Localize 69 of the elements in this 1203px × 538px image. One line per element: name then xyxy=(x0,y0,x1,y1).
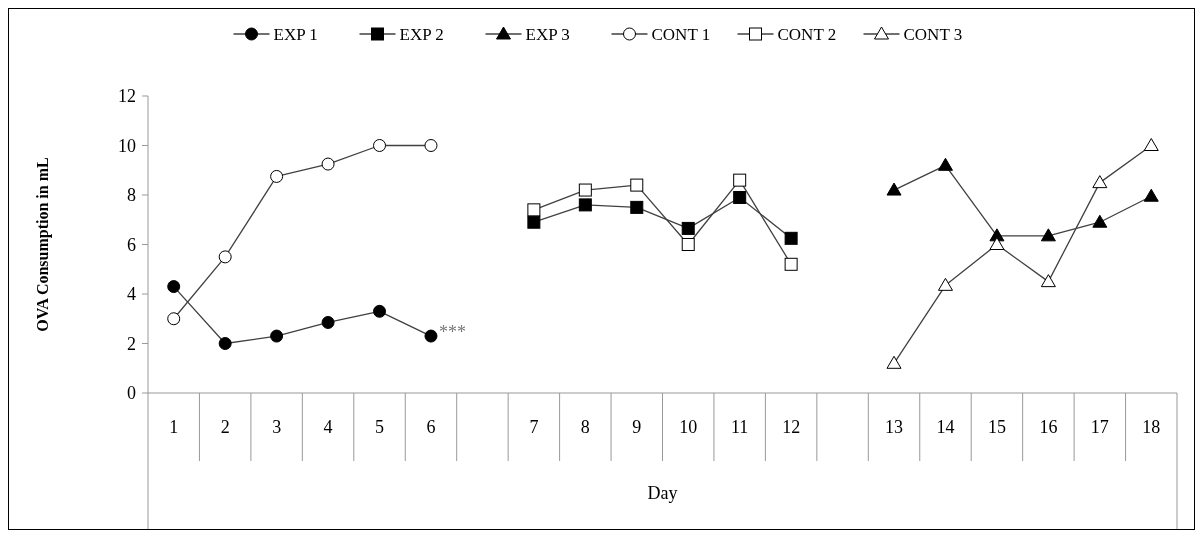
point xyxy=(1143,138,1159,151)
point xyxy=(218,337,232,350)
x-tick-label: 4 xyxy=(323,417,333,438)
x-tick-label: 18 xyxy=(1142,417,1161,438)
x-tick-label: 5 xyxy=(375,417,385,438)
x-tick-label: 9 xyxy=(632,417,642,438)
legend-label: CONT 3 xyxy=(903,24,963,44)
x-tick-label: 7 xyxy=(529,417,539,438)
y-tick-label: 2 xyxy=(127,333,136,354)
y-tick-label: 0 xyxy=(127,383,136,404)
point xyxy=(630,178,644,192)
legend-label: CONT 1 xyxy=(651,24,711,44)
y-tick-label: 6 xyxy=(127,234,136,255)
point xyxy=(578,198,592,212)
x-tick-label: 16 xyxy=(1039,417,1058,438)
y-tick-label: 10 xyxy=(118,135,136,156)
legend-label: EXP 1 xyxy=(273,24,318,44)
point xyxy=(167,312,181,326)
point xyxy=(937,277,953,291)
x-tick-label: 14 xyxy=(936,417,955,438)
point xyxy=(681,221,695,235)
point xyxy=(373,304,387,318)
point xyxy=(167,280,181,294)
point xyxy=(424,329,438,343)
x-tick-label: 10 xyxy=(679,417,698,438)
x-tick-label: 15 xyxy=(987,417,1006,438)
legend-label: EXP 3 xyxy=(525,24,570,44)
point xyxy=(886,182,902,196)
x-tick-label: 17 xyxy=(1090,417,1109,438)
x-tick-label: 13 xyxy=(885,417,904,438)
point xyxy=(989,237,1005,250)
point xyxy=(937,157,953,171)
point xyxy=(1040,228,1056,242)
point xyxy=(373,139,387,152)
legend-label: CONT 2 xyxy=(777,24,837,44)
point xyxy=(527,215,541,229)
point xyxy=(424,139,438,152)
y-tick-label: 4 xyxy=(127,284,136,305)
point xyxy=(681,238,695,251)
point xyxy=(321,315,335,329)
point xyxy=(733,173,747,187)
x-axis-title: Day xyxy=(647,483,678,503)
point xyxy=(784,231,798,245)
legend-label: EXP 2 xyxy=(399,24,444,44)
point xyxy=(630,200,644,214)
point xyxy=(733,190,747,204)
point xyxy=(578,183,592,197)
x-tick-label: 2 xyxy=(220,417,230,438)
y-axis-title: OVA Consumption in mL xyxy=(34,157,52,332)
x-tick-label: 3 xyxy=(272,417,282,438)
x-tick-label: 1 xyxy=(169,417,179,438)
point xyxy=(784,257,798,271)
point xyxy=(1143,188,1159,202)
x-tick-label: 8 xyxy=(580,417,590,438)
y-tick-label: 12 xyxy=(118,86,136,107)
x-tick-label: 12 xyxy=(782,417,801,438)
annotation: *** xyxy=(438,322,466,343)
point xyxy=(1040,274,1056,288)
point xyxy=(218,250,232,264)
point xyxy=(886,355,902,369)
point xyxy=(270,169,284,183)
x-tick-label: 11 xyxy=(731,417,749,438)
y-tick-label: 8 xyxy=(127,185,136,206)
point xyxy=(1092,214,1108,228)
x-tick-label: 6 xyxy=(426,417,436,438)
point xyxy=(527,203,541,217)
point xyxy=(270,329,284,343)
point xyxy=(321,157,335,171)
point xyxy=(1092,175,1108,189)
